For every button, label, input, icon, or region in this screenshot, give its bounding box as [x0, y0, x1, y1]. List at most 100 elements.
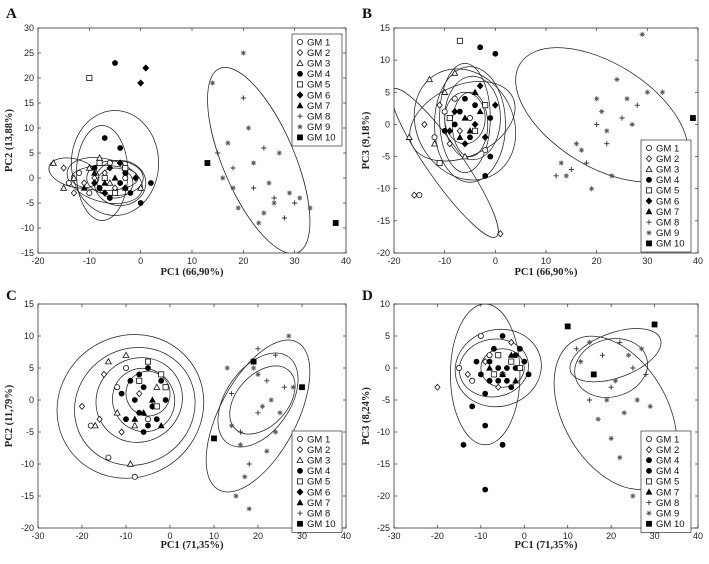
- confidence-ellipse: [217, 352, 299, 448]
- data-point-gm1: [76, 169, 83, 176]
- data-point-gm1: [114, 384, 121, 391]
- data-point-gm9: [229, 423, 235, 429]
- legend-label: GM 5: [307, 477, 330, 488]
- y-tick-label: 10: [380, 299, 390, 309]
- y-tick-label: -5: [382, 152, 390, 162]
- y-tick-label: -10: [21, 459, 34, 469]
- legend-marker: [645, 154, 653, 163]
- data-point-gm5: [456, 37, 463, 44]
- plot-area: [56, 333, 311, 512]
- legend-label: GM 4: [307, 69, 330, 80]
- legend-label: GM 3: [656, 165, 679, 176]
- legend-label: GM 2: [307, 445, 330, 456]
- data-point-gm3: [85, 164, 93, 171]
- data-point-gm9: [630, 493, 636, 499]
- y-tick-label: 20: [24, 73, 34, 83]
- panel-c: C-30 -20 -10 0 10 20 30 40-20-15-10-5051015PC1 …: [4, 288, 351, 551]
- data-point-gm5: [122, 164, 129, 171]
- data-point-gm8: [617, 339, 623, 345]
- legend-label: GM 1: [656, 143, 679, 154]
- data-point-gm7: [157, 421, 165, 429]
- legend-marker: [646, 457, 652, 464]
- y-tick-label: -15: [377, 459, 390, 469]
- legend: GM 1GM 2GM 4GM 4GM 5GM 7GM 8GM 9GM 10: [640, 430, 692, 533]
- data-point-gm9: [638, 346, 645, 352]
- data-point-gm9: [259, 403, 265, 409]
- data-point-gm8: [237, 429, 243, 435]
- data-point-gm9: [290, 384, 296, 390]
- data-point-gm4: [492, 50, 499, 57]
- data-point-gm9: [624, 96, 630, 102]
- x-axis-label: PC1 (66,90%): [161, 267, 224, 278]
- y-tick-label: 15: [24, 98, 34, 108]
- legend-label: GM 9: [307, 122, 330, 133]
- x-axis-label: PC1 (71,35%): [161, 540, 224, 551]
- data-point-gm6: [446, 127, 454, 135]
- legend-marker: [296, 39, 303, 46]
- data-point-gm9: [242, 474, 248, 480]
- data-point-gm9: [604, 397, 610, 403]
- data-point-gm1: [65, 179, 72, 186]
- data-point-gm4: [504, 377, 510, 384]
- data-point-gm8: [608, 384, 614, 390]
- legend-marker: [297, 134, 303, 141]
- data-point-gm4: [145, 365, 151, 371]
- data-point-gm4: [106, 195, 113, 201]
- panel-letter: C: [6, 288, 17, 304]
- data-point-gm4: [482, 172, 489, 179]
- confidence-ellipse: [70, 110, 160, 216]
- confidence-ellipse: [74, 347, 196, 466]
- data-point-gm2: [100, 370, 108, 379]
- data-point-gm3: [425, 75, 434, 83]
- data-point-gm10: [590, 371, 597, 378]
- data-point-gm9: [276, 150, 282, 156]
- legend-marker: [646, 500, 652, 506]
- y-tick-label: -15: [21, 248, 34, 258]
- y-tick-label: -15: [377, 216, 390, 226]
- x-tick-label: 0: [493, 256, 498, 266]
- legend: GM 1GM 2GM 3GM 4GM 5GM 6GM 7GM 8GM 9GM 1…: [640, 139, 692, 253]
- data-point-gm9: [644, 89, 650, 95]
- y-tick-label: -25: [377, 523, 390, 533]
- x-tick-label: 10: [187, 256, 197, 266]
- data-point-gm9: [659, 89, 666, 95]
- data-point-gm2: [446, 140, 453, 148]
- data-point-gm5: [495, 352, 502, 359]
- data-point-gm10: [204, 160, 211, 166]
- panel-a: A -20 -10 0 10 20 30 40 -15 -10 -5 0 5 10 15 20 25 30 PC1 …: [4, 6, 351, 278]
- panel-letter: A: [6, 6, 17, 22]
- legend: GM 1GM 2GM 3GM 4GM 5GM 6GM 7GM 8GM 9GM 1…: [291, 33, 343, 147]
- legend-label: GM 1: [307, 37, 330, 48]
- data-point-gm6: [476, 82, 484, 90]
- legend-marker: [646, 467, 652, 474]
- data-point-gm9: [271, 200, 277, 206]
- x-tick-label: 0: [522, 531, 527, 541]
- y-tick-label: 5: [385, 331, 390, 341]
- data-point-gm8: [273, 352, 279, 358]
- data-point-gm6: [461, 140, 469, 148]
- confidence-ellipse: [207, 67, 311, 253]
- legend-label: GM 1: [307, 434, 330, 445]
- data-point-gm9: [612, 378, 619, 384]
- data-point-gm9: [268, 397, 274, 403]
- data-point-gm6: [91, 179, 98, 187]
- data-point-gm4: [499, 333, 506, 339]
- legend-label: GM 6: [307, 487, 330, 498]
- data-point-gm9: [617, 455, 623, 461]
- panel-b: B -20 -10 0 10 20 30 40 -20 -15 -10 -5 0 5 10 15 PC1 (66…: [361, 6, 703, 278]
- legend-label: GM 8: [656, 498, 679, 509]
- data-point-gm9: [209, 80, 216, 86]
- data-point-gm8: [553, 173, 559, 179]
- data-point-gm3: [60, 184, 68, 191]
- data-point-gm6: [471, 120, 479, 129]
- x-tick-label: -20: [75, 531, 88, 541]
- x-tick-label: 20: [592, 256, 602, 266]
- data-point-gm9: [230, 185, 236, 191]
- confidence-ellipse: [569, 328, 662, 383]
- legend-marker: [646, 187, 653, 194]
- data-point-gm3: [113, 408, 121, 416]
- data-point-gm9: [266, 180, 272, 186]
- data-point-gm4: [472, 102, 478, 109]
- data-point-gm8: [230, 165, 236, 171]
